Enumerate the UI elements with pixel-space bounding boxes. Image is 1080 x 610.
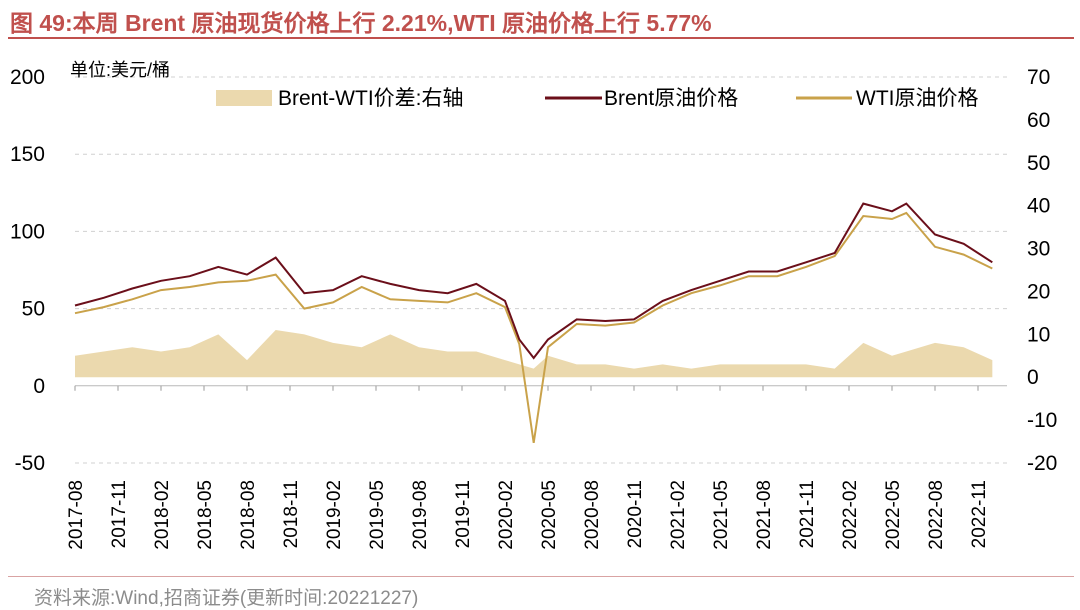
unit-label: 单位:美元/桶 [70,60,170,80]
x-tick-label: 2018-08 [238,480,259,550]
legend-spread-label: Brent-WTI价差:右轴 [278,87,464,110]
x-tick-label: 2019-05 [367,480,388,550]
y-right-tick-label: 10 [1027,323,1050,346]
right-y-axis: 70 60 50 40 30 20 10 0 -10 -20 [1027,66,1057,475]
spread-area [75,330,993,378]
x-tick-label: 2019-08 [410,480,431,550]
legend: Brent-WTI价差:右轴 Brent原油价格 WTI原油价格 [216,87,978,110]
wti-line [74,211,993,444]
x-tick-label: 2020-11 [625,480,646,548]
y-right-tick-label: 30 [1027,238,1050,261]
x-tick-label: 2020-08 [582,480,603,550]
footer-divider [8,576,1074,577]
legend-brent-label: Brent原油价格 [604,87,738,110]
y-right-tick-label: 40 [1027,195,1050,218]
y-right-tick-label: 70 [1027,66,1050,89]
y-left-tick-label: 200 [10,66,45,89]
x-axis: 2017-08 2017-11 2018-02 2018-05 2018-08 2018-… [66,385,990,550]
x-tick-label: 2022-08 [926,480,947,550]
y-right-tick-label: -10 [1027,409,1057,432]
x-tick-label: 2018-02 [152,480,173,550]
left-y-axis: 200 150 100 50 0 -50 [10,66,45,475]
x-tick-label: 2020-05 [539,480,560,550]
chart-title: 图 49:本周 Brent 原油现货价格上行 2.21%,WTI 原油价格上行 … [10,10,712,36]
x-tick-label: 2018-05 [195,480,216,550]
x-tick-label: 2017-11 [109,480,130,548]
x-tick-label: 2021-05 [711,480,732,550]
y-right-tick-label: 60 [1027,109,1050,132]
y-right-tick-label: -20 [1027,452,1057,475]
x-tick-label: 2021-02 [668,480,689,550]
y-right-tick-label: 0 [1027,366,1039,389]
x-tick-label: 2018-11 [281,480,302,548]
price-lines-layer [74,202,993,444]
x-tick-label: 2020-02 [496,480,517,550]
y-left-tick-label: -50 [15,452,45,475]
source-note: 资料来源:Wind,招商证券(更新时间:20221227) [34,588,419,609]
title-divider [8,37,1074,39]
y-left-tick-label: 150 [10,143,45,166]
x-tick-label: 2017-08 [66,480,87,550]
x-tick-label: 2022-05 [883,480,904,550]
x-tick-label: 2021-08 [754,480,775,550]
y-left-tick-label: 50 [22,298,45,321]
x-tick-label: 2021-11 [797,480,818,548]
x-tick-label: 2022-02 [840,480,861,550]
y-right-tick-label: 20 [1027,280,1050,303]
spread-area-layer [75,330,993,378]
brent-line [74,202,993,360]
legend-wti-label: WTI原油价格 [856,87,978,110]
legend-spread-swatch [216,90,272,106]
x-tick-label: 2022-11 [969,480,990,548]
y-left-tick-label: 0 [33,375,45,398]
y-left-tick-label: 100 [10,220,45,243]
gridlines [75,76,1007,464]
y-right-tick-label: 50 [1027,152,1050,175]
x-tick-label: 2019-11 [453,480,474,548]
x-tick-label: 2019-02 [324,480,345,550]
